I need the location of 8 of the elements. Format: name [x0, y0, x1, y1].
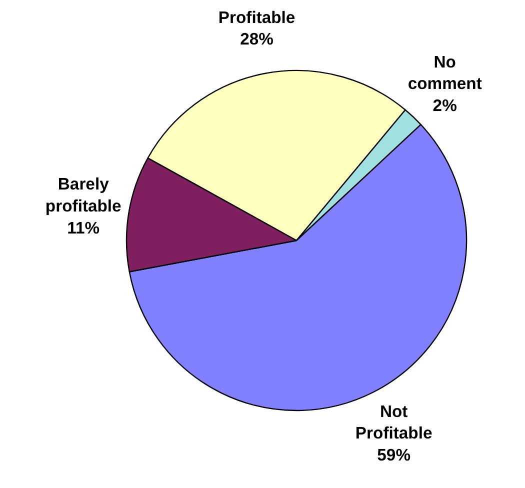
slice-label: Profitable [218, 8, 296, 27]
data-label: 28% [240, 30, 274, 49]
slice-label: Not Profitable [355, 402, 432, 443]
slice-label: No comment [408, 52, 482, 94]
data-label: 11% [67, 218, 100, 238]
slice-label: Barely profitable [45, 174, 122, 216]
data-label: 59% [377, 446, 411, 465]
data-label: 2% [432, 96, 458, 115]
